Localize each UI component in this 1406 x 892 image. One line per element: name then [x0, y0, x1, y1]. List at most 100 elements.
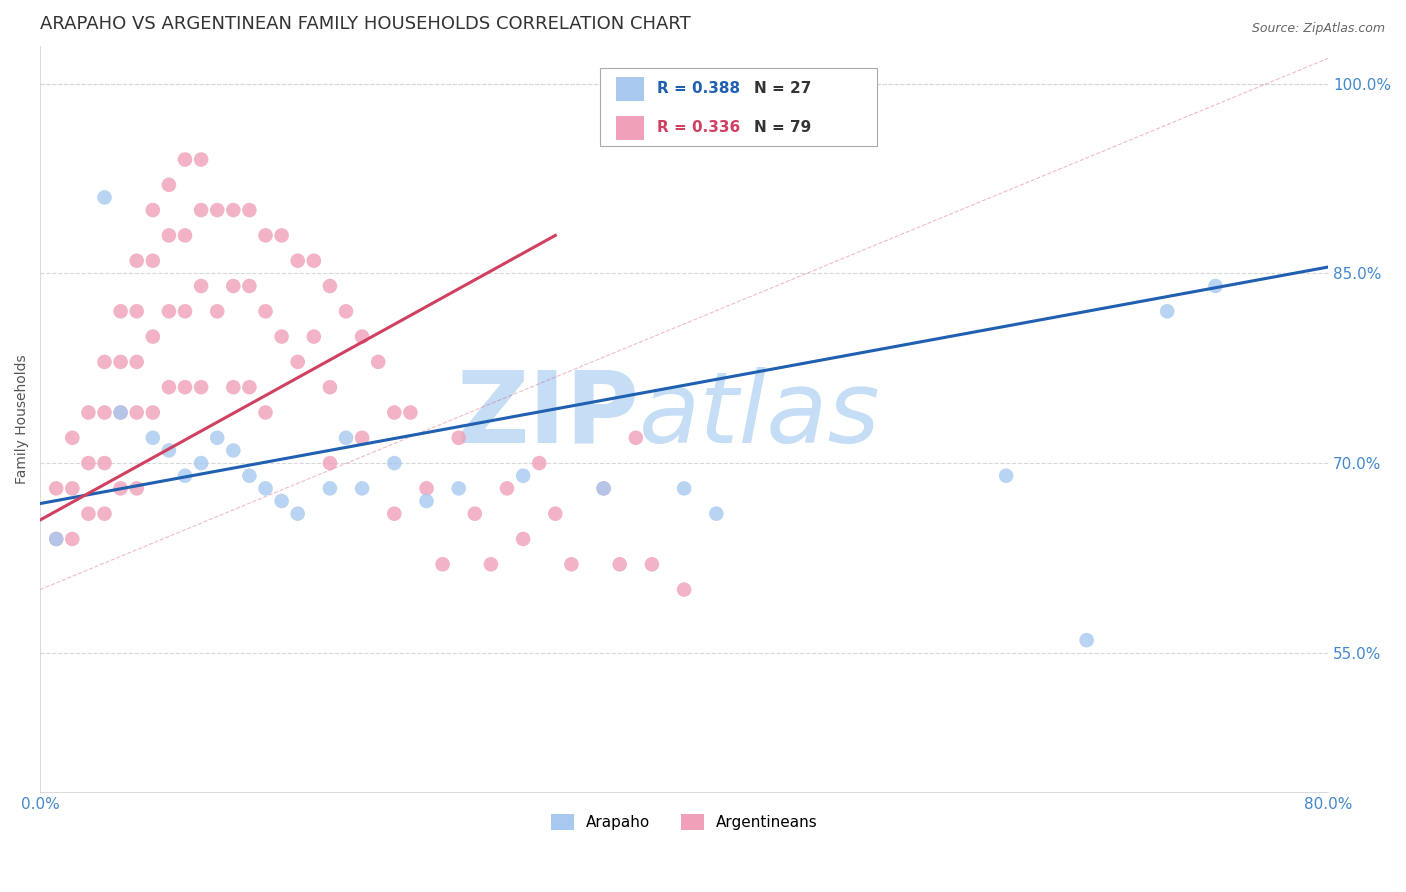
Point	[93, 190, 115, 204]
Point	[464, 507, 486, 521]
Point	[110, 405, 132, 419]
Point	[319, 279, 342, 293]
Point	[77, 405, 100, 419]
Point	[60, 482, 83, 496]
Point	[352, 482, 374, 496]
Point	[287, 507, 309, 521]
Point	[174, 380, 197, 394]
Point	[157, 380, 180, 394]
Point	[60, 431, 83, 445]
Point	[544, 507, 567, 521]
Point	[125, 405, 148, 419]
Point	[157, 443, 180, 458]
Point	[142, 431, 165, 445]
Point	[382, 405, 405, 419]
Point	[142, 203, 165, 218]
Point	[641, 558, 664, 572]
Point	[995, 468, 1018, 483]
Point	[704, 507, 727, 521]
Point	[157, 228, 180, 243]
Point	[415, 482, 437, 496]
Point	[142, 253, 165, 268]
Point	[125, 355, 148, 369]
Point	[60, 532, 83, 546]
Legend: Arapaho, Argentineans: Arapaho, Argentineans	[544, 808, 824, 837]
Point	[254, 228, 277, 243]
Point	[560, 558, 582, 572]
Point	[319, 380, 342, 394]
Point	[447, 482, 470, 496]
Point	[254, 405, 277, 419]
Point	[1204, 279, 1226, 293]
Point	[93, 355, 115, 369]
Point	[1156, 304, 1178, 318]
Point	[174, 228, 197, 243]
Point	[93, 456, 115, 470]
Point	[125, 253, 148, 268]
Point	[592, 482, 614, 496]
Point	[415, 494, 437, 508]
FancyBboxPatch shape	[600, 68, 877, 146]
Point	[205, 431, 228, 445]
Point	[190, 380, 212, 394]
Point	[125, 304, 148, 318]
FancyBboxPatch shape	[616, 116, 644, 140]
Point	[174, 468, 197, 483]
Point	[222, 203, 245, 218]
Point	[205, 203, 228, 218]
Point	[254, 482, 277, 496]
Point	[302, 253, 325, 268]
Text: N = 79: N = 79	[754, 120, 811, 136]
Point	[45, 482, 67, 496]
Point	[270, 494, 292, 508]
Point	[302, 329, 325, 343]
Point	[174, 153, 197, 167]
Point	[496, 482, 519, 496]
Point	[238, 203, 260, 218]
Point	[352, 431, 374, 445]
Point	[125, 482, 148, 496]
Point	[190, 279, 212, 293]
Point	[335, 431, 357, 445]
Point	[529, 456, 551, 470]
Point	[238, 279, 260, 293]
Point	[1076, 633, 1098, 648]
Point	[432, 558, 454, 572]
Point	[157, 304, 180, 318]
Point	[238, 468, 260, 483]
Point	[352, 329, 374, 343]
Point	[110, 304, 132, 318]
Point	[222, 279, 245, 293]
Point	[157, 178, 180, 192]
Point	[45, 532, 67, 546]
Point	[142, 329, 165, 343]
Text: Source: ZipAtlas.com: Source: ZipAtlas.com	[1251, 22, 1385, 36]
Point	[287, 253, 309, 268]
Y-axis label: Family Households: Family Households	[15, 354, 30, 483]
Point	[190, 153, 212, 167]
Text: R = 0.336: R = 0.336	[657, 120, 741, 136]
Point	[592, 482, 614, 496]
FancyBboxPatch shape	[616, 77, 644, 101]
Text: ZIP: ZIP	[456, 367, 640, 464]
Point	[45, 532, 67, 546]
Point	[110, 355, 132, 369]
Point	[93, 405, 115, 419]
Point	[287, 355, 309, 369]
Point	[77, 507, 100, 521]
Point	[512, 532, 534, 546]
Point	[93, 507, 115, 521]
Text: N = 27: N = 27	[754, 81, 811, 96]
Point	[609, 558, 631, 572]
Point	[190, 456, 212, 470]
Point	[110, 482, 132, 496]
Point	[335, 304, 357, 318]
Point	[319, 482, 342, 496]
Point	[270, 329, 292, 343]
Point	[319, 456, 342, 470]
Point	[174, 304, 197, 318]
Point	[673, 482, 696, 496]
Point	[205, 304, 228, 318]
Point	[512, 468, 534, 483]
Point	[673, 582, 696, 597]
